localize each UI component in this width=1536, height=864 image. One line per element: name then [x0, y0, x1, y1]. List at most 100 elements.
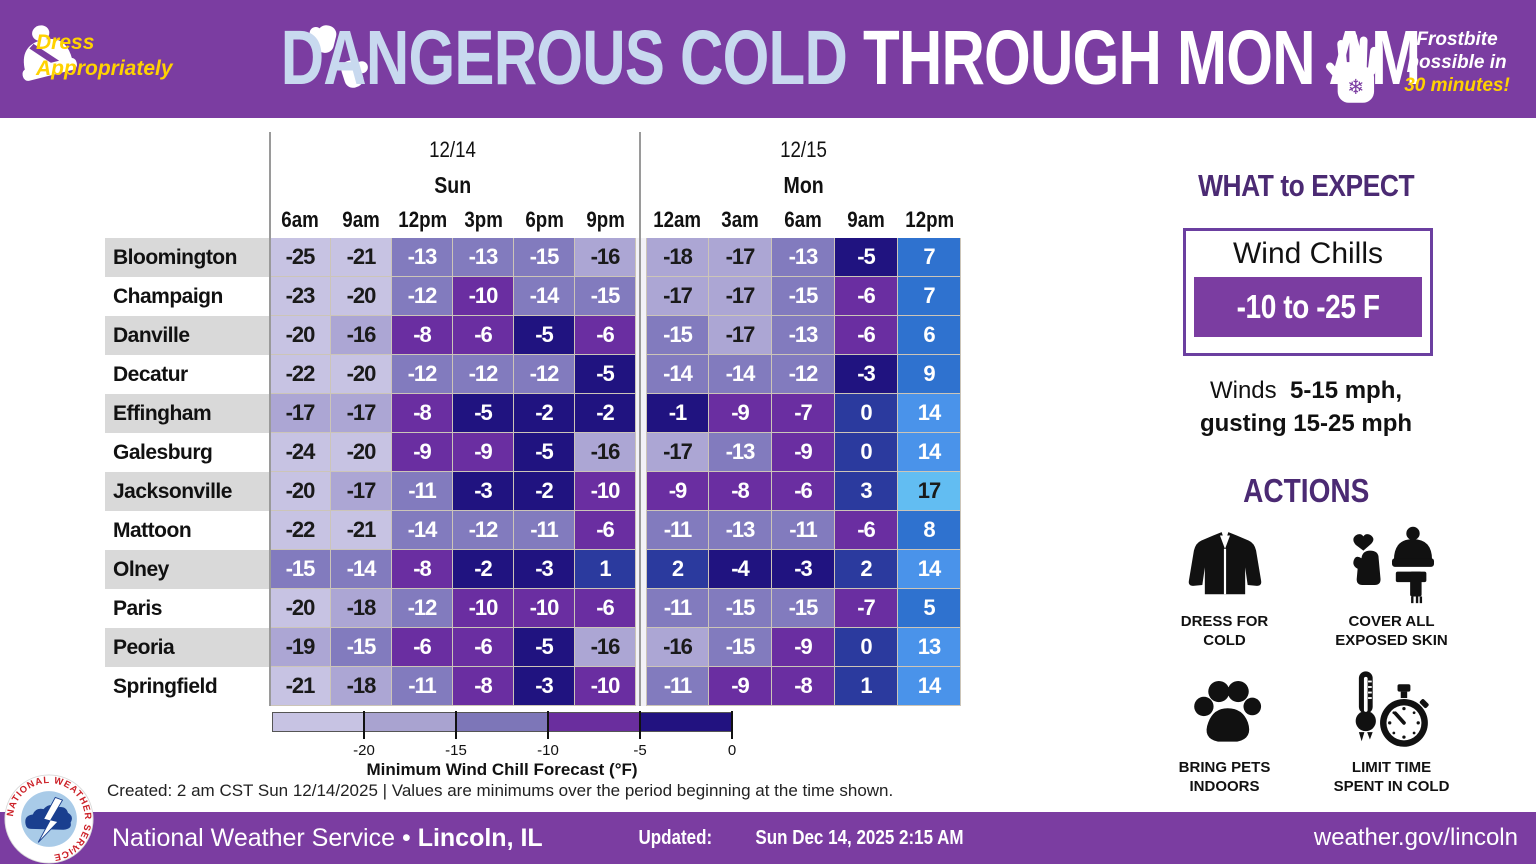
- frost-line3: 30 minutes!: [1404, 75, 1510, 96]
- wind-chill-cell: -6: [835, 511, 898, 550]
- wind-chill-cell: 1: [835, 667, 898, 706]
- footer-updated: Updated: Sun Dec 14, 2025 2:15 AM: [632, 812, 982, 864]
- winter-gear-icon: [1344, 520, 1440, 608]
- wind-chill-cell: 7: [898, 277, 961, 316]
- wind-chill-cell: 17: [898, 472, 961, 511]
- wind-chill-cell: 14: [898, 394, 961, 433]
- wind-chill-cell: -6: [453, 628, 514, 667]
- wind-chill-cell: -6: [772, 472, 835, 511]
- table-group-gap: [636, 238, 646, 277]
- wind-chill-cell: 8: [898, 511, 961, 550]
- time-header: 12pm: [398, 207, 447, 232]
- wind-chill-cell: -12: [392, 589, 453, 628]
- time-header: 9am: [342, 207, 381, 232]
- table-group-gap: [636, 628, 646, 667]
- wind-chill-cell: -3: [453, 472, 514, 511]
- wind-chill-cell: -17: [331, 394, 392, 433]
- wind-chill-cell: -18: [646, 238, 709, 277]
- wind-chill-cell: 14: [898, 550, 961, 589]
- wind-chill-cell: -14: [392, 511, 453, 550]
- table-group-gap: [636, 511, 646, 550]
- date-header: 12/14: [429, 137, 477, 162]
- day-header: Sun: [434, 171, 472, 198]
- nws-logo: NATIONAL WEATHER SERVICE · · ·: [4, 774, 94, 864]
- wind-chill-cell: -9: [772, 628, 835, 667]
- winds-text: Winds 5-15 mph, gusting 15-25 mph: [1156, 374, 1456, 440]
- city-label: Jacksonville: [105, 472, 270, 511]
- wind-chill-cell: -21: [331, 511, 392, 550]
- paw-icon: [1181, 666, 1269, 754]
- time-header: 3pm: [464, 207, 503, 232]
- snowflake-glyph: ❄: [1347, 76, 1364, 99]
- footer-url: weather.gov/lincoln: [1313, 824, 1518, 851]
- wind-chill-cell: -11: [514, 511, 575, 550]
- wind-chill-cell: 14: [898, 667, 961, 706]
- action-item-dress-for-cold: DRESS FOR COLD: [1150, 520, 1299, 650]
- footer-identity: National Weather Service • Lincoln, IL: [112, 812, 543, 864]
- footer-updated-label: Updated:: [638, 827, 713, 849]
- wind-chill-cell: -8: [392, 394, 453, 433]
- dress-note: Dress Appropriately: [36, 30, 173, 82]
- footer-bar: National Weather Service • Lincoln, IL U…: [0, 812, 1536, 864]
- colorbar-segment: [639, 713, 731, 731]
- wind-chill-cell: -2: [514, 394, 575, 433]
- wind-chill-cell: -9: [709, 667, 772, 706]
- wind-chill-cell: -21: [331, 238, 392, 277]
- wind-chill-cell: -11: [772, 511, 835, 550]
- colorbar-tick-label: -20: [353, 742, 375, 759]
- wind-chill-cell: -12: [514, 355, 575, 394]
- city-label: Effingham: [105, 394, 270, 433]
- table-separator-line: [269, 132, 271, 706]
- action-label: BRING PETS: [1178, 759, 1271, 776]
- wind-chill-cell: -3: [514, 550, 575, 589]
- wind-chills-title: Wind Chills: [1232, 237, 1384, 270]
- wind-chill-cell: -10: [575, 472, 636, 511]
- colorbar-segment: [456, 713, 548, 731]
- wind-chill-cell: -5: [835, 238, 898, 277]
- colorbar-tick: [731, 711, 733, 739]
- wind-chill-cell: -14: [514, 277, 575, 316]
- actions-heading: ACTIONS: [1242, 472, 1370, 509]
- time-header: 12pm: [905, 207, 954, 232]
- time-header: 9pm: [586, 207, 625, 232]
- colorbar: [272, 712, 732, 732]
- wind-chill-cell: -19: [270, 628, 331, 667]
- wind-chill-cell: -4: [709, 550, 772, 589]
- wind-chill-cell: -15: [772, 589, 835, 628]
- mittens-icon: [309, 25, 368, 88]
- table-group-gap: [636, 433, 646, 472]
- wind-chill-cell: -3: [772, 550, 835, 589]
- wind-chill-cell: -24: [270, 433, 331, 472]
- wind-chill-cell: -11: [646, 667, 709, 706]
- colorbar-segment: [547, 713, 640, 731]
- city-label: Olney: [105, 550, 270, 589]
- table-group-gap: [636, 667, 646, 706]
- wind-chill-cell: -17: [646, 433, 709, 472]
- footer-separator: •: [401, 824, 411, 852]
- wind-chill-cell: -12: [453, 355, 514, 394]
- wind-chill-cell: -12: [392, 355, 453, 394]
- wind-chill-cell: -16: [575, 628, 636, 667]
- wind-chill-cell: -13: [772, 238, 835, 277]
- frost-line1: Frostbite: [1416, 29, 1498, 50]
- wind-chills-box: Wind Chills -10 to -25 F: [1183, 228, 1433, 356]
- time-header: 3am: [721, 207, 760, 232]
- wind-chill-cell: -17: [331, 472, 392, 511]
- table-group-gap: [636, 316, 646, 355]
- wind-chill-cell: 0: [835, 394, 898, 433]
- wind-chill-cell: -20: [331, 277, 392, 316]
- table-group-gap: [636, 550, 646, 589]
- city-label: Mattoon: [105, 511, 270, 550]
- wind-chill-cell: -22: [270, 355, 331, 394]
- action-item-bring-pets-indoors: BRING PETS INDOORS: [1150, 666, 1299, 796]
- wind-chill-cell: -9: [392, 433, 453, 472]
- wind-chill-cell: -15: [709, 589, 772, 628]
- winds-gusts: gusting 15-25 mph: [1199, 410, 1413, 437]
- wind-chill-cell: -5: [575, 355, 636, 394]
- colorbar-tick: [363, 711, 365, 739]
- wind-chill-cell: -12: [392, 277, 453, 316]
- time-header: 9am: [847, 207, 886, 232]
- wind-chill-cell: -13: [392, 238, 453, 277]
- table-separator-line: [639, 132, 641, 706]
